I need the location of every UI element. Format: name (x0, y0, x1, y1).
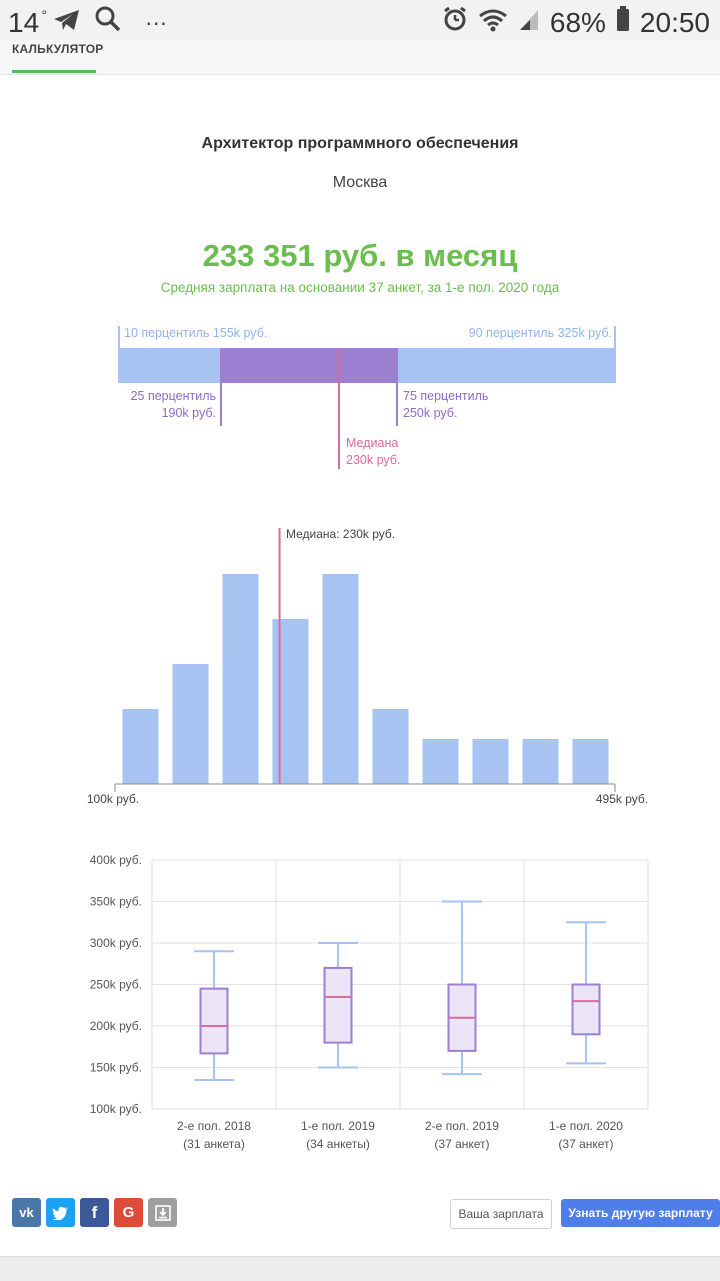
twitter-share-button[interactable] (46, 1198, 75, 1227)
clock: 20:50 (639, 6, 710, 38)
histogram-bar (472, 739, 509, 784)
download-button[interactable] (148, 1198, 177, 1227)
google-icon: G (122, 1204, 135, 1221)
percentile-chart (118, 326, 616, 469)
histogram-x-min-label: 100k руб. (87, 792, 139, 806)
percentile-inner-bar (221, 348, 397, 383)
tab-bar: КАЛЬКУЛЯТОР (0, 40, 720, 75)
vk-icon: vk (19, 1205, 34, 1220)
histogram-median-label: Медиана: 230k руб. (286, 527, 395, 541)
p25-label: 25 перцентиль 190k руб. (131, 388, 216, 422)
salary-note: Средняя зарплата на основании 37 анкет, … (160, 280, 560, 295)
facebook-share-button[interactable]: f (80, 1198, 109, 1227)
telegram-icon (53, 7, 81, 39)
boxplot-iqr-box (199, 987, 229, 1055)
histogram-bar (372, 709, 409, 784)
boxplot-x-sublabel: (31 анкета) (183, 1137, 245, 1151)
city: Москва (332, 174, 388, 191)
status-bar-right: 68% 20:50 (442, 6, 710, 39)
google-share-button[interactable]: G (114, 1198, 143, 1227)
search-icon (95, 6, 121, 39)
boxplot-x-label: 1-е пол. 2019 (301, 1119, 375, 1133)
boxplot-y-tick-label: 400k руб. (90, 853, 142, 867)
other-salary-button[interactable]: Узнать другую зарплату (561, 1199, 720, 1227)
boxplot-x-label: 2-е пол. 2018 (177, 1119, 251, 1133)
boxplot-box (318, 942, 358, 1069)
boxplot-x-labels: 2-е пол. 2018 (31 анкета) 1-е пол. 2019 (34… (177, 1119, 623, 1151)
boxplot-iqr-box (571, 983, 601, 1036)
boxplot-y-tick-label: 200k руб. (90, 1019, 142, 1033)
your-salary-button[interactable]: Ваша зарплата (450, 1199, 552, 1229)
boxplot-box (442, 900, 482, 1076)
boxplot-y-tick-label: 150k руб. (90, 1061, 142, 1075)
p25-label-value: 190k руб. (161, 406, 216, 420)
wifi-icon (478, 7, 508, 39)
boxplot-x-sublabel: (37 анкет) (558, 1137, 613, 1151)
p90-label: 90 перцентиль 325k руб. (468, 326, 612, 340)
p75-label: 75 перцентиль 250k руб. (403, 388, 488, 422)
boxplot-y-tick-label: 350k руб. (90, 895, 142, 909)
median-label: Медиана 230k руб. (346, 435, 400, 469)
active-tab-indicator (12, 70, 96, 73)
histogram-bar (422, 739, 459, 784)
boxplot-y-tick-label: 100k руб. (90, 1102, 142, 1116)
boxplot-x-sublabel: (37 анкет) (434, 1137, 489, 1151)
status-bar-left: 14 ° ··· (8, 6, 167, 39)
p75-label-value: 250k руб. (403, 406, 458, 420)
histogram-bar (522, 739, 559, 784)
boxplot-y-tick-label: 300k руб. (90, 936, 142, 950)
salary-histogram: Медиана: 230k руб. 100k руб. 495k руб. (87, 527, 648, 806)
boxplot-x-sublabel: (34 анкеты) (306, 1137, 370, 1151)
boxplot-x-label: 2-е пол. 2019 (425, 1119, 499, 1133)
histogram-bar (322, 574, 359, 784)
histogram-bars (122, 574, 609, 784)
median-label-title: Медиана (346, 436, 399, 450)
signal-icon (518, 7, 540, 39)
histogram-bar (122, 709, 159, 784)
vk-share-button[interactable]: vk (12, 1198, 41, 1227)
more-icon: ··· (145, 9, 168, 35)
histogram-bar (272, 619, 309, 784)
histogram-bar (572, 739, 609, 784)
download-icon (154, 1204, 171, 1221)
facebook-icon: f (91, 1202, 98, 1222)
salary-boxplot: 400k руб. 350k руб. 300k руб. 250k руб. 200k… (90, 853, 649, 1151)
boxplot-box (566, 921, 606, 1065)
battery-icon (616, 6, 630, 39)
battery-percent: 68% (549, 6, 606, 38)
histogram-bar (222, 574, 259, 784)
job-title: Архитектор программного обеспечения (201, 135, 519, 152)
p10-label: 10 перцентиль 155k руб. (124, 326, 268, 340)
bottom-strip (0, 1256, 720, 1281)
boxplot-iqr-box (323, 966, 353, 1044)
boxplot-box (194, 950, 234, 1081)
boxplot-boxes (194, 900, 606, 1081)
boxplot-grid (151, 859, 649, 1110)
boxplot-y-tick-label: 250k руб. (90, 978, 142, 992)
temperature: 14 ° (8, 6, 48, 38)
histogram-x-max-label: 495k руб. (596, 792, 648, 806)
boxplot-y-labels: 400k руб. 350k руб. 300k руб. 250k руб. 200k… (90, 853, 142, 1116)
boxplot-x-label: 1-е пол. 2020 (549, 1119, 623, 1133)
histogram-bar (172, 664, 209, 784)
p75-label-title: 75 перцентиль (403, 389, 489, 403)
twitter-icon (52, 1206, 68, 1220)
tab-calculator[interactable]: КАЛЬКУЛЯТОР (12, 42, 104, 56)
average-salary: 233 351 руб. в месяц (202, 238, 518, 273)
p25-label-title: 25 перцентиль (130, 389, 216, 403)
alarm-icon (442, 6, 468, 39)
median-label-value: 230k руб. (346, 453, 401, 467)
